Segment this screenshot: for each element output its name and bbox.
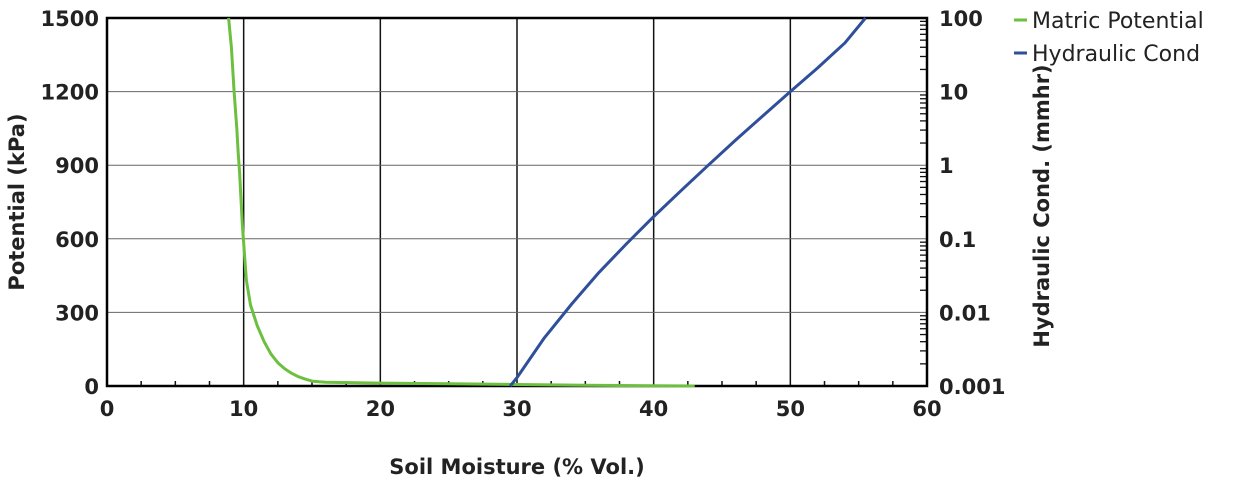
legend: Matric Potential Hydraulic Cond — [1014, 9, 1204, 67]
x-axis-title: Soil Moisture (% Vol.) — [389, 455, 644, 479]
x-tick-label: 0 — [100, 397, 115, 421]
y-tick-label: 900 — [55, 154, 99, 178]
y2-tick-label: 0.001 — [939, 375, 1005, 399]
series-layer — [227, 17, 867, 388]
y2-tick-label: 1 — [939, 154, 954, 178]
y-tick-label: 0 — [84, 375, 99, 399]
x-tick-label: 60 — [912, 397, 941, 421]
y2-tick-labels: 0.001 0.01 0.1 1 10 100 — [939, 7, 1005, 399]
legend-label-matric-potential: Matric Potential — [1032, 9, 1204, 34]
x-tick-labels: 0 10 20 30 40 50 60 — [100, 397, 942, 421]
y2-tick-label: 0.01 — [939, 301, 991, 325]
y-tick-label: 1500 — [41, 7, 99, 31]
series-line-hydraulic-cond — [509, 17, 867, 387]
series-line-matric-potential — [227, 17, 695, 388]
x-tick-label: 10 — [229, 397, 258, 421]
y2-tick-label: 100 — [939, 7, 983, 31]
y2-axis-title: Hydraulic Cond. (mmhr) — [1030, 64, 1054, 347]
y2-tick-label: 0.1 — [939, 228, 976, 252]
x-tick-label: 20 — [366, 397, 395, 421]
y-tick-label: 600 — [55, 228, 99, 252]
y-tick-label: 300 — [55, 301, 99, 325]
y2-tick-label: 10 — [939, 81, 968, 105]
x-tick-label: 50 — [776, 397, 805, 421]
x-tick-label: 30 — [502, 397, 531, 421]
y-axis-title: Potential (kPa) — [5, 113, 29, 290]
legend-label-hydraulic-cond: Hydraulic Cond — [1032, 42, 1200, 67]
grid-lines — [107, 18, 927, 386]
legend-item-hydraulic-cond[interactable]: Hydraulic Cond — [1014, 42, 1200, 67]
legend-item-matric-potential[interactable]: Matric Potential — [1014, 9, 1204, 34]
y-tick-label: 1200 — [41, 81, 99, 105]
y-tick-labels: 0 300 600 900 1200 1500 — [41, 7, 99, 399]
x-tick-label: 40 — [639, 397, 668, 421]
